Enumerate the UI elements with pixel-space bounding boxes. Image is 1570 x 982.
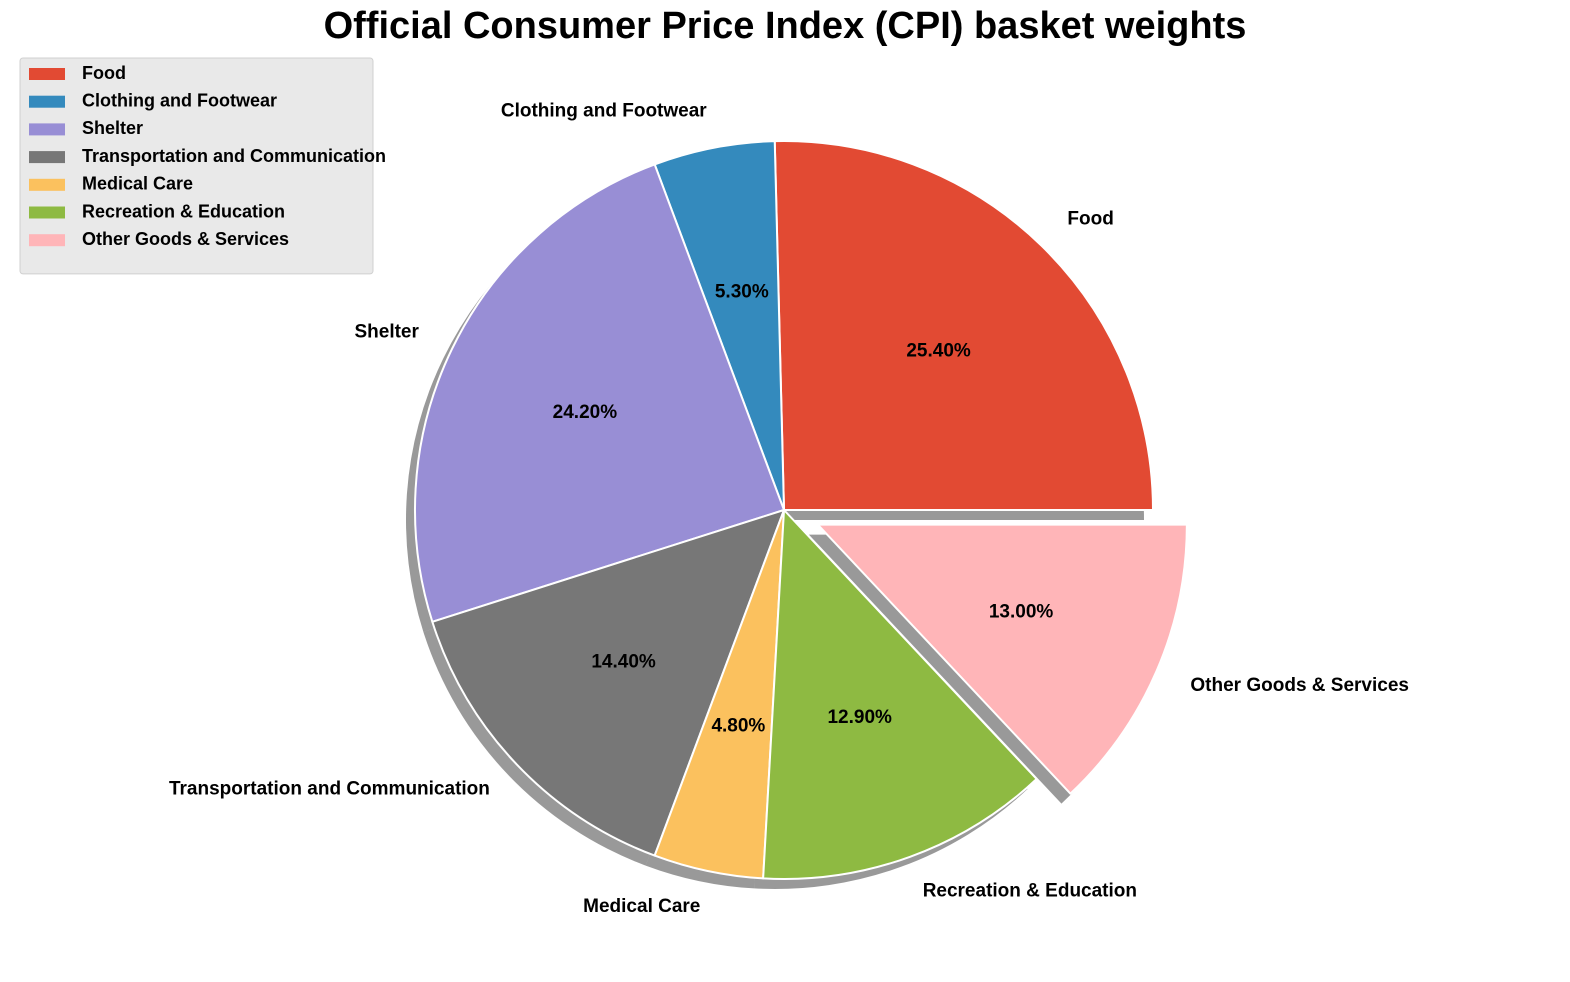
legend-label-clothing-and-footwear: Clothing and Footwear xyxy=(82,90,277,110)
legend-swatch-clothing-and-footwear xyxy=(29,95,65,108)
slice-recreation-and-education xyxy=(762,509,1038,880)
slice-shelter xyxy=(414,163,785,623)
legend-swatch-medical-care xyxy=(29,178,65,191)
slice-food xyxy=(773,140,1154,511)
legend-label-medical-care: Medical Care xyxy=(82,174,193,194)
legend-swatch-food xyxy=(29,68,65,80)
slice-label-medical-care: Medical Care xyxy=(583,896,700,917)
slice-value-label-other-goods-and-services: 13.00% xyxy=(989,602,1054,623)
legend: Food Clothing and Footwear Shelter Transpor… xyxy=(19,57,386,275)
legend-swatch-transportation-and-communication xyxy=(29,151,65,164)
slice-value-label-recreation-and-education: 12.90% xyxy=(827,707,892,728)
slice-transportation-and-communication xyxy=(431,509,785,857)
slice-value-label-medical-care: 4.80% xyxy=(711,716,765,737)
legend-label-recreation-and-education: Recreation & Education xyxy=(82,201,285,221)
slice-label-transportation-and-communication: Transportation and Communication xyxy=(169,779,490,800)
pie-slices xyxy=(414,140,1188,880)
slice-value-label-transportation-and-communication: 14.40% xyxy=(591,652,656,673)
legend-swatch-recreation-and-education xyxy=(29,206,65,219)
legend-swatch-shelter xyxy=(29,123,65,136)
slice-labels: Food 25.40% Clothing and Footwear 5.30% Shel… xyxy=(169,101,1409,918)
slice-value-label-shelter: 24.20% xyxy=(553,402,618,423)
slice-label-shelter: Shelter xyxy=(354,322,419,343)
slice-label-recreation-and-education: Recreation & Education xyxy=(923,881,1137,902)
legend-label-shelter: Shelter xyxy=(82,118,143,138)
legend-label-food: Food xyxy=(82,63,126,83)
slice-label-food: Food xyxy=(1067,208,1113,229)
legend-label-other-goods-and-services: Other Goods & Services xyxy=(82,229,289,249)
legend-swatch-other-goods-and-services xyxy=(29,234,65,247)
slice-label-other-goods-and-services: Other Goods & Services xyxy=(1190,675,1409,696)
slice-value-label-food: 25.40% xyxy=(906,341,971,362)
legend-frame xyxy=(19,57,374,275)
legend-label-transportation-and-communication: Transportation and Communication xyxy=(82,146,386,166)
chart-title: Official Consumer Price Index (CPI) bask… xyxy=(324,5,1247,47)
slice-label-clothing-and-footwear: Clothing and Footwear xyxy=(501,101,707,122)
slice-other-goods-and-services xyxy=(816,523,1188,795)
slice-value-label-clothing-and-footwear: 5.30% xyxy=(715,282,769,303)
